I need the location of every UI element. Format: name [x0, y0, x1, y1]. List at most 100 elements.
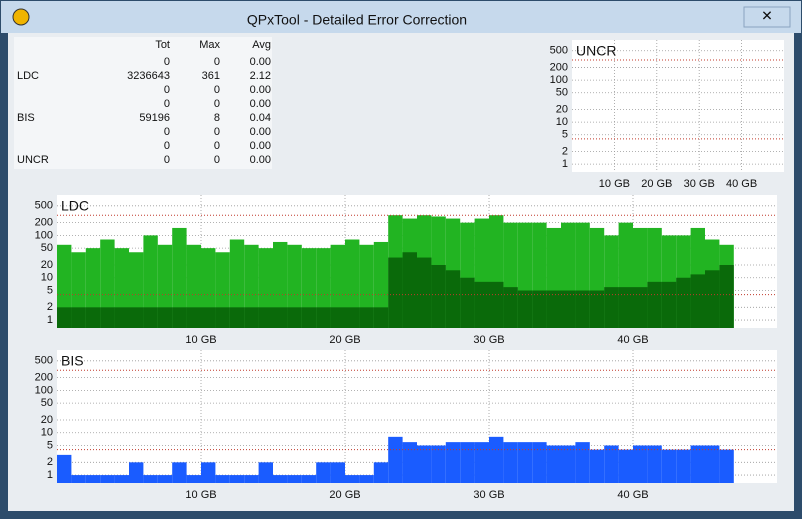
bar	[287, 244, 302, 328]
table-cell: 0	[164, 84, 170, 96]
bar	[431, 445, 446, 483]
bar	[258, 462, 273, 483]
y-tick-label: 20	[41, 259, 53, 271]
bar	[460, 442, 475, 483]
bar	[345, 307, 360, 328]
y-tick-label: 100	[35, 384, 53, 396]
table-cell: 0	[214, 98, 220, 110]
table-header: Tot	[155, 39, 170, 51]
bar	[57, 307, 72, 328]
y-tick-label: 10	[556, 116, 568, 128]
x-tick-label: 40 GB	[617, 489, 648, 501]
y-tick-label: 500	[550, 45, 568, 57]
bar	[359, 244, 374, 328]
y-tick-label: 500	[35, 200, 53, 212]
bar	[229, 307, 245, 328]
bar	[575, 290, 590, 328]
y-tick-label: 200	[35, 217, 53, 229]
bar	[359, 307, 374, 328]
close-button[interactable]	[743, 6, 791, 28]
row-label: BIS	[17, 112, 35, 124]
bar	[402, 442, 417, 483]
bar	[215, 307, 230, 328]
bar	[129, 462, 144, 483]
table-cell: 0.00	[250, 140, 271, 152]
table-cell: 0	[164, 140, 170, 152]
bar	[287, 475, 302, 483]
plot-area	[572, 40, 784, 172]
bar	[273, 475, 288, 483]
bar	[561, 290, 576, 328]
bar	[273, 307, 288, 328]
table-cell: 0	[214, 84, 220, 96]
y-tick-label: 100	[35, 229, 53, 241]
bar	[301, 475, 317, 483]
bar	[201, 462, 216, 483]
bar	[489, 281, 504, 328]
y-tick-label: 1	[47, 314, 53, 326]
bar	[143, 475, 158, 483]
bar	[445, 270, 461, 328]
y-tick-label: 2	[47, 456, 53, 468]
bar	[172, 307, 187, 328]
bar	[71, 475, 86, 483]
bar	[100, 239, 115, 328]
close-icon[interactable]: ✕	[761, 8, 773, 24]
y-tick-label: 1	[562, 158, 568, 170]
x-tick-label: 20 GB	[641, 178, 672, 190]
bar	[402, 252, 417, 328]
bar	[633, 287, 648, 328]
table-cell: 0.04	[250, 112, 271, 124]
row-label: LDC	[17, 70, 39, 82]
bar	[85, 475, 101, 483]
bar	[143, 307, 158, 328]
bar	[229, 239, 245, 328]
table-cell: 0	[164, 56, 170, 68]
bar	[647, 281, 662, 328]
bar	[359, 475, 374, 483]
bar	[546, 445, 561, 483]
y-tick-label: 10	[41, 427, 53, 439]
bar	[316, 462, 331, 483]
bar	[503, 442, 518, 483]
bar	[114, 307, 129, 328]
y-tick-label: 2	[562, 145, 568, 157]
table-cell: 2.12	[250, 70, 271, 82]
bar	[201, 307, 216, 328]
bar	[301, 307, 317, 328]
table-cell: 0	[214, 56, 220, 68]
bar	[287, 307, 302, 328]
bar	[690, 274, 705, 328]
bar	[100, 475, 115, 483]
bar	[690, 445, 705, 483]
y-tick-label: 5	[47, 439, 53, 451]
app-icon	[12, 8, 30, 26]
x-tick-label: 20 GB	[329, 489, 360, 501]
chart-title: UNCR	[576, 43, 616, 59]
bar	[460, 277, 475, 328]
y-tick-label: 20	[41, 414, 53, 426]
bar	[172, 462, 187, 483]
bar	[618, 287, 633, 328]
table-header: Avg	[252, 39, 271, 51]
bar	[373, 307, 389, 328]
chart-title: LDC	[61, 198, 89, 214]
x-tick-label: 10 GB	[185, 334, 216, 346]
table-cell: 0.00	[250, 84, 271, 96]
bar	[676, 277, 691, 328]
bar	[373, 241, 389, 328]
bar	[172, 227, 187, 328]
x-tick-label: 10 GB	[599, 178, 630, 190]
bar	[517, 290, 533, 328]
bar	[244, 307, 259, 328]
y-tick-label: 500	[35, 355, 53, 367]
y-tick-label: 50	[556, 87, 568, 99]
bar	[330, 462, 345, 483]
bar	[647, 445, 662, 483]
x-tick-label: 10 GB	[185, 489, 216, 501]
bar	[186, 307, 201, 328]
bar	[157, 307, 173, 328]
table-cell: 8	[214, 112, 220, 124]
x-tick-label: 30 GB	[473, 334, 504, 346]
bar	[100, 307, 115, 328]
